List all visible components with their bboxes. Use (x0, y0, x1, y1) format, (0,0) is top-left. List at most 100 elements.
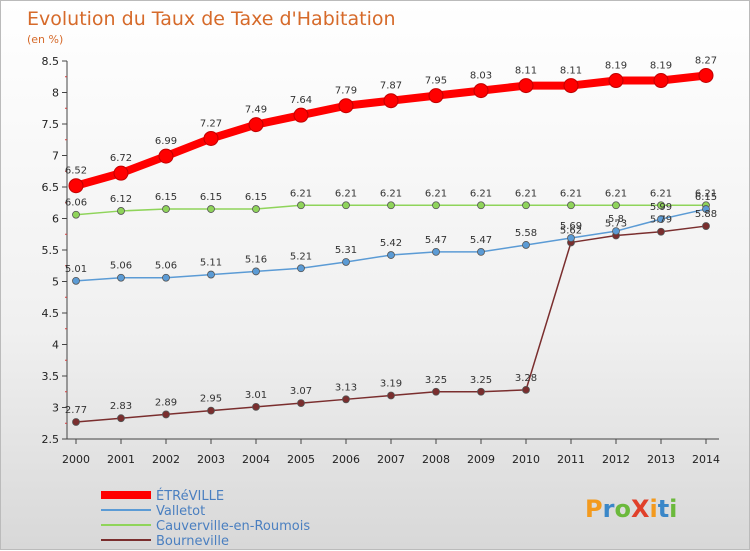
data-point (477, 247, 485, 256)
data-label: 6.06 (65, 198, 87, 209)
data-label: 5.47 (470, 235, 492, 246)
data-point (653, 73, 669, 89)
x-tick-label: 2000 (62, 453, 90, 466)
data-point (428, 88, 444, 104)
y-tick-label: 2.5 (42, 433, 60, 446)
data-point (117, 273, 125, 282)
data-point (252, 402, 260, 411)
data-label: 6.12 (110, 194, 132, 205)
data-label: 5.79 (650, 215, 672, 226)
data-label: 2.89 (155, 397, 177, 408)
data-label: 3.01 (245, 390, 267, 401)
x-tick-label: 2002 (152, 453, 180, 466)
data-label: 6.99 (155, 136, 177, 147)
x-tick-label: 2011 (557, 453, 585, 466)
x-tick-label: 2003 (197, 453, 225, 466)
data-label: 8.27 (695, 55, 717, 66)
data-label: 5.06 (155, 261, 177, 272)
data-point (293, 107, 309, 123)
data-label: 5.88 (695, 209, 717, 220)
y-tick-label: 6 (52, 213, 59, 226)
data-point (252, 267, 260, 276)
axes: 2.5 3 3.5 4 4.5 5 5.5 6 6.5 7 7.5 8 8.5 2000 2001 2002 2… (42, 55, 721, 466)
data-point (477, 387, 485, 396)
data-label: 5.73 (605, 219, 627, 230)
data-label: 8.11 (515, 66, 537, 77)
data-point (387, 251, 395, 259)
data-label: 2.95 (200, 394, 222, 405)
x-tick-label: 2008 (422, 453, 450, 466)
data-label: 8.03 (470, 71, 492, 82)
data-point (297, 399, 305, 407)
x-tick-label: 2004 (242, 453, 270, 466)
data-label: 8.11 (560, 66, 582, 77)
data-point (387, 201, 395, 210)
data-label: 7.27 (200, 118, 222, 129)
data-point (387, 391, 395, 400)
data-point (522, 385, 530, 394)
data-point (698, 67, 714, 83)
data-point (383, 93, 399, 109)
data-label: 6.15 (695, 192, 717, 203)
data-label: 3.07 (290, 386, 312, 397)
data-point (657, 227, 665, 236)
data-label: 5.21 (290, 251, 312, 262)
data-point (162, 205, 170, 213)
data-label: 5.62 (560, 225, 582, 236)
x-tick-label: 2001 (107, 453, 135, 466)
data-point (432, 387, 440, 396)
y-tick-label: 8.5 (42, 55, 60, 68)
data-point (113, 165, 129, 181)
data-point (657, 215, 665, 224)
data-point (657, 201, 665, 210)
data-point (248, 117, 264, 133)
x-tick-label: 2009 (467, 453, 495, 466)
legend-label: Cauverville-en-Roumois (156, 519, 310, 534)
data-label: 5.42 (380, 238, 402, 249)
data-label: 6.15 (200, 192, 222, 203)
y-tick-label: 7.5 (42, 118, 60, 131)
data-label: 6.72 (110, 153, 132, 164)
data-label: 5.31 (335, 245, 357, 256)
data-label: 6.21 (425, 188, 447, 199)
data-point (612, 227, 620, 236)
data-label: 7.79 (335, 86, 357, 97)
data-label: 6.15 (245, 192, 267, 203)
data-point (207, 205, 215, 213)
legend: ÉTRéVILLEValletotCauverville-en-RoumoisB… (101, 488, 310, 549)
data-point (432, 201, 440, 210)
x-tick-label: 2006 (332, 453, 360, 466)
data-label: 7.49 (245, 105, 267, 116)
data-point (608, 73, 624, 89)
series-points (68, 67, 714, 426)
data-point (702, 205, 710, 213)
data-label: 3.19 (380, 379, 402, 390)
data-label: 3.25 (470, 375, 492, 386)
data-point (473, 83, 489, 99)
x-tick-label: 2013 (647, 453, 675, 466)
series-line-0 (72, 71, 710, 190)
data-point (297, 264, 305, 273)
data-point (612, 201, 620, 210)
data-label: 5.69 (560, 221, 582, 232)
data-label: 8.19 (605, 61, 627, 72)
data-point (567, 234, 575, 242)
data-label: 5.16 (245, 254, 267, 265)
data-label: 6.52 (65, 166, 87, 177)
data-point (342, 395, 350, 404)
data-label: 5.11 (200, 258, 222, 269)
data-label: 6.21 (335, 188, 357, 199)
data-point (158, 148, 174, 164)
data-label: 5.47 (425, 235, 447, 246)
data-point (203, 130, 219, 146)
data-point (522, 241, 530, 249)
data-label: 5.58 (515, 228, 537, 239)
data-point (117, 414, 125, 423)
logo-text: ProXiti (585, 495, 677, 523)
data-point (252, 205, 260, 213)
y-tick-label: 5 (52, 276, 59, 289)
data-label: 5.8 (608, 214, 624, 225)
data-label: 6.21 (605, 188, 627, 199)
data-label: 2.77 (65, 405, 87, 416)
